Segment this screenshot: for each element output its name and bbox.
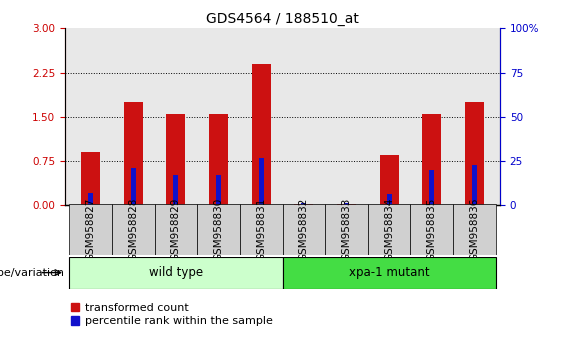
Text: GSM958834: GSM958834 <box>384 198 394 261</box>
Bar <box>81 152 100 205</box>
Text: xpa-1 mutant: xpa-1 mutant <box>349 266 429 279</box>
Bar <box>173 175 179 205</box>
Title: GDS4564 / 188510_at: GDS4564 / 188510_at <box>206 12 359 26</box>
Text: GSM958827: GSM958827 <box>85 198 95 261</box>
Bar <box>337 204 356 205</box>
Bar <box>325 204 368 255</box>
Text: GSM958830: GSM958830 <box>214 198 224 261</box>
Bar <box>282 257 496 289</box>
Bar <box>259 158 264 205</box>
Bar <box>155 204 197 255</box>
Bar <box>69 257 282 289</box>
Text: wild type: wild type <box>149 266 203 279</box>
Text: GSM958829: GSM958829 <box>171 198 181 261</box>
Bar <box>429 170 434 205</box>
Bar <box>422 114 441 205</box>
Bar <box>344 202 349 205</box>
Bar <box>88 193 93 205</box>
Bar <box>465 102 484 205</box>
Bar <box>472 165 477 205</box>
Bar <box>294 204 314 205</box>
Bar <box>216 175 221 205</box>
Bar <box>301 202 306 205</box>
Bar <box>380 155 399 205</box>
Text: genotype/variation: genotype/variation <box>0 268 64 278</box>
Bar <box>69 204 112 255</box>
Text: GSM958832: GSM958832 <box>299 198 309 261</box>
Text: GSM958833: GSM958833 <box>341 198 351 261</box>
Text: GSM958835: GSM958835 <box>427 198 437 261</box>
Bar <box>282 204 325 255</box>
Text: GSM958836: GSM958836 <box>470 198 480 261</box>
Bar <box>240 204 282 255</box>
Bar <box>124 102 143 205</box>
Bar <box>197 204 240 255</box>
Bar <box>410 204 453 255</box>
Bar <box>166 114 185 205</box>
Text: GSM958831: GSM958831 <box>256 198 266 261</box>
Bar <box>368 204 410 255</box>
Bar <box>453 204 496 255</box>
Bar <box>209 114 228 205</box>
Text: GSM958828: GSM958828 <box>128 198 138 261</box>
Bar <box>251 64 271 205</box>
Bar <box>386 194 392 205</box>
Bar <box>131 168 136 205</box>
Bar <box>112 204 155 255</box>
Legend: transformed count, percentile rank within the sample: transformed count, percentile rank withi… <box>71 303 273 326</box>
